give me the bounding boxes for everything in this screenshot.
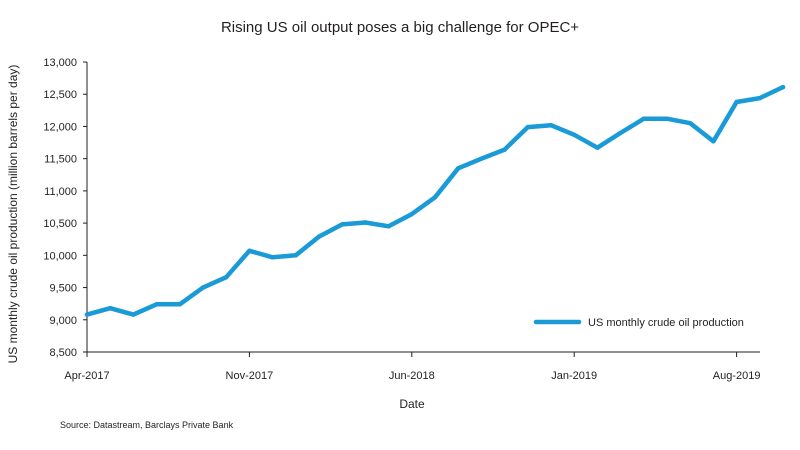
data-point: [293, 253, 298, 258]
y-axis: 8,500 9,000 9,500 10,000 10,500 11,000 11,500 1…: [43, 57, 88, 359]
data-point: [664, 116, 670, 121]
data-point: [688, 121, 693, 126]
series-line: [84, 84, 786, 317]
data-point: [177, 302, 182, 307]
y-tick-label: 8,500: [49, 347, 77, 359]
data-point: [757, 95, 762, 101]
data-point: [734, 99, 739, 105]
series-layer: [84, 84, 786, 317]
data-point: [84, 312, 90, 317]
data-point: [502, 147, 507, 152]
data-point: [224, 275, 229, 280]
chart-title: Rising US oil output poses a big challen…: [220, 19, 580, 36]
data-point: [618, 130, 623, 136]
data-point: [525, 124, 530, 130]
data-point: [316, 234, 322, 239]
data-point: [247, 248, 252, 254]
x-axis-label: Date: [399, 397, 425, 411]
data-point: [711, 139, 716, 144]
y-axis-label: US monthly crude oil production (million…: [6, 65, 20, 364]
data-point: [479, 156, 484, 161]
x-axis: Apr-2017 Nov-2017 Jun-2018 Jan-2019 Aug-2019: [64, 351, 761, 382]
data-point: [131, 312, 136, 317]
x-tick-label: Nov-2017: [226, 370, 274, 382]
y-tick-label: 11,000: [44, 186, 77, 198]
y-tick-label: 11,500: [44, 154, 77, 166]
data-point: [432, 195, 438, 200]
x-tick-label: Apr-2017: [64, 370, 109, 382]
data-point: [200, 285, 206, 290]
data-point: [780, 84, 786, 90]
x-tick-label: Jun-2018: [389, 370, 435, 382]
x-tick-label: Jan-2019: [551, 370, 597, 382]
data-point: [548, 122, 554, 128]
data-point: [409, 211, 414, 217]
y-tick-label: 13,000: [43, 57, 77, 69]
data-point: [641, 116, 646, 121]
data-point: [108, 305, 113, 311]
data-point: [595, 145, 600, 150]
y-tick-label: 12,000: [43, 121, 77, 133]
x-tick-label: Aug-2019: [713, 370, 761, 382]
legend: US monthly crude oil production: [533, 317, 744, 329]
data-point: [572, 132, 577, 138]
y-tick-label: 9,000: [49, 315, 77, 327]
data-point: [340, 222, 345, 227]
y-tick-label: 9,500: [49, 283, 77, 295]
source-note: Source: Datastream, Barclays Private Ban…: [60, 420, 234, 430]
data-point: [386, 224, 391, 229]
legend-label: US monthly crude oil production: [588, 317, 744, 329]
data-point: [270, 255, 275, 260]
data-point: [154, 302, 159, 307]
data-point: [456, 166, 461, 171]
y-tick-label: 10,500: [43, 218, 77, 230]
y-tick-label: 12,500: [43, 89, 77, 101]
y-tick-label: 10,000: [43, 250, 77, 262]
data-point: [363, 220, 368, 225]
